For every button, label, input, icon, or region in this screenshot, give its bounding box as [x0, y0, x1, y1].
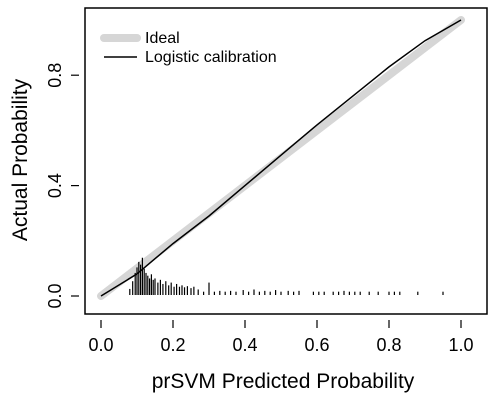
- x-axis-title: prSVM Predicted Probability: [152, 370, 415, 393]
- x-tick-label: 0.2: [160, 335, 185, 355]
- series-ideal-line: [97, 16, 465, 300]
- y-tick-label: 0.8: [45, 63, 65, 88]
- y-axis-title: Actual Probability: [9, 78, 32, 241]
- plot-frame: [84, 7, 488, 315]
- x-tick-label: 1.0: [448, 335, 473, 355]
- y-tick-label: 0.0: [45, 283, 65, 308]
- x-tick-label: 0.6: [304, 335, 329, 355]
- x-tick-label: 0.0: [88, 335, 113, 355]
- legend: Ideal Logistic calibration: [100, 30, 277, 66]
- plot-layer: [97, 16, 465, 300]
- x-axis: 0.0 0.2 0.4 0.6 0.8 1.0: [88, 320, 474, 355]
- legend-ideal-label: Ideal: [145, 30, 180, 47]
- y-axis: 0.0 0.4 0.8: [45, 63, 79, 309]
- y-tick-label: 0.4: [45, 173, 65, 198]
- legend-logistic-label: Logistic calibration: [145, 49, 277, 66]
- x-tick-label: 0.4: [232, 335, 257, 355]
- x-tick-label: 0.8: [376, 335, 401, 355]
